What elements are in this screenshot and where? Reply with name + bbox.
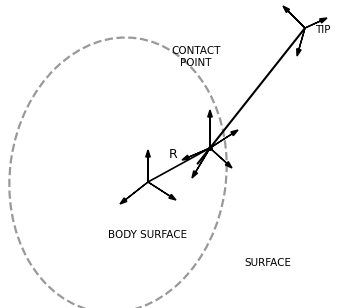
FancyArrow shape: [146, 150, 150, 182]
Text: CONTACT
POINT: CONTACT POINT: [171, 47, 221, 68]
Text: SURFACE: SURFACE: [245, 258, 292, 268]
FancyArrow shape: [148, 182, 176, 200]
Text: BODY SURFACE: BODY SURFACE: [108, 230, 188, 240]
FancyArrow shape: [120, 182, 148, 204]
Text: R: R: [169, 148, 177, 161]
FancyArrow shape: [192, 148, 210, 178]
FancyArrow shape: [283, 6, 305, 28]
FancyArrow shape: [210, 148, 232, 168]
FancyArrow shape: [297, 28, 305, 56]
FancyArrow shape: [182, 148, 210, 160]
Text: TIP: TIP: [315, 25, 330, 35]
FancyArrow shape: [210, 130, 238, 148]
FancyArrow shape: [208, 110, 212, 148]
FancyArrow shape: [305, 18, 327, 28]
